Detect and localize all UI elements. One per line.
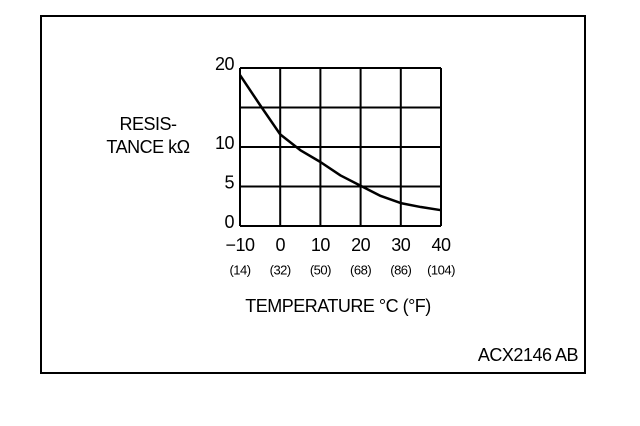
x-tick-label: 30	[391, 235, 411, 255]
frame	[40, 15, 586, 374]
x-label: TEMPERATURE °C (°F)	[245, 296, 431, 316]
x-tick-label-f: (104)	[427, 262, 455, 277]
y-tick-label: 10	[215, 133, 235, 153]
x-tick-label: −10	[225, 235, 255, 255]
y-tick-label: 20	[215, 54, 235, 74]
curve	[238, 74, 442, 212]
x-tick-label: 20	[351, 235, 371, 255]
annotation: ACX2146 AB	[478, 345, 579, 365]
x-tick-label: 10	[311, 235, 331, 255]
y-tick-label: 5	[224, 172, 234, 192]
x-tick-label-f: (14)	[229, 262, 250, 277]
y-tick-label: 0	[224, 212, 234, 232]
x-tick-label-f: (50)	[310, 262, 331, 277]
x-tick-label: 40	[431, 235, 451, 255]
y-label-line: RESIS-	[119, 114, 177, 134]
x-tick-label: 0	[275, 235, 285, 255]
y-label-line: TANCE kΩ	[106, 137, 189, 157]
x-tick-label-f: (32)	[270, 262, 291, 277]
x-tick-label-f: (68)	[350, 262, 371, 277]
x-tick-label-f: (86)	[390, 262, 411, 277]
